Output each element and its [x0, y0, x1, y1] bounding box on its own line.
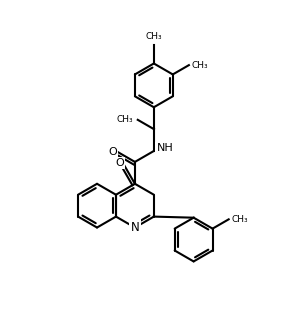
Text: CH₃: CH₃ — [145, 32, 162, 41]
Text: N: N — [131, 221, 139, 234]
Text: NH: NH — [156, 143, 173, 154]
Text: CH₃: CH₃ — [117, 115, 133, 124]
Text: O: O — [108, 147, 117, 157]
Text: CH₃: CH₃ — [191, 61, 208, 70]
Text: CH₃: CH₃ — [231, 215, 248, 224]
Text: O: O — [115, 158, 124, 168]
